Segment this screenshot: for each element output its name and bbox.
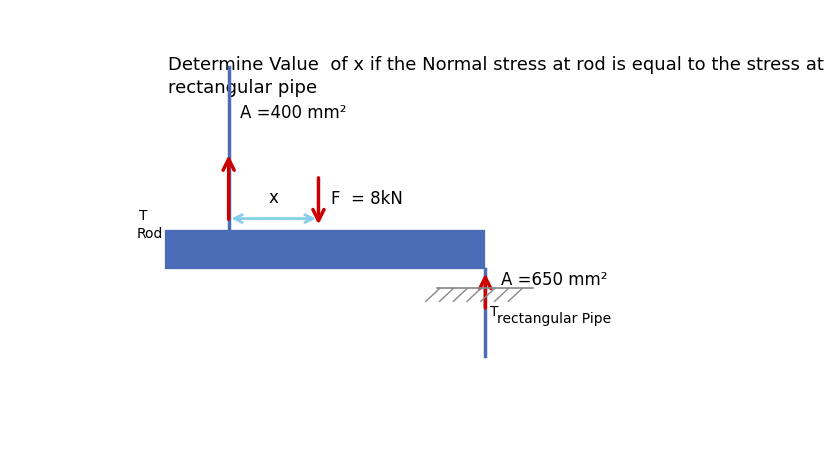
Text: T: T (490, 304, 499, 318)
Text: Determine Value  of x if the Normal stress at rod is equal to the stress at: Determine Value of x if the Normal stres… (167, 56, 823, 74)
Text: T: T (139, 209, 147, 223)
Text: A =650 mm²: A =650 mm² (501, 271, 607, 289)
Text: Rod: Rod (136, 226, 163, 240)
Text: F  = 8kN: F = 8kN (331, 189, 403, 207)
Text: rectangular pipe: rectangular pipe (167, 78, 317, 97)
Text: x: x (268, 189, 278, 207)
Text: A =400 mm²: A =400 mm² (240, 104, 347, 122)
Bar (165, 230, 485, 269)
Text: rectangular Pipe: rectangular Pipe (496, 311, 610, 325)
